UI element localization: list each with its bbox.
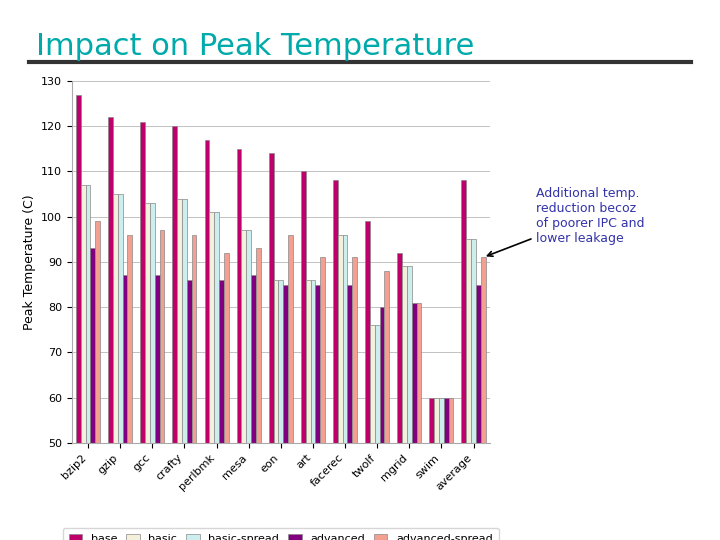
Bar [462, 180, 467, 540]
Bar [343, 235, 348, 540]
Bar [118, 194, 122, 540]
Bar [348, 285, 352, 540]
Bar [429, 397, 434, 540]
Bar [237, 149, 241, 540]
Bar [155, 275, 160, 540]
Bar [384, 271, 390, 540]
Bar [76, 94, 81, 540]
Bar [150, 203, 155, 540]
Bar [444, 397, 449, 540]
Bar [113, 194, 118, 540]
Bar [219, 280, 224, 540]
Bar [279, 280, 283, 540]
Legend: base, basic, basic-spread, advanced, advanced-spread: base, basic, basic-spread, advanced, adv… [63, 528, 498, 540]
Text: Impact on Peak Temperature: Impact on Peak Temperature [36, 32, 474, 62]
Bar [186, 280, 192, 540]
Bar [204, 140, 210, 540]
Bar [214, 212, 219, 540]
Bar [434, 397, 439, 540]
Y-axis label: Peak Temperature (C): Peak Temperature (C) [22, 194, 35, 330]
Bar [224, 253, 229, 540]
Bar [370, 325, 375, 540]
Bar [251, 275, 256, 540]
Bar [160, 230, 164, 540]
Bar [81, 185, 86, 540]
Bar [310, 280, 315, 540]
Bar [140, 122, 145, 540]
Bar [471, 239, 476, 540]
Bar [481, 258, 485, 540]
Bar [192, 235, 197, 540]
Bar [449, 397, 454, 540]
Bar [467, 239, 471, 540]
Bar [241, 230, 246, 540]
Bar [412, 302, 417, 540]
Bar [320, 258, 325, 540]
Bar [95, 221, 100, 540]
Bar [274, 280, 279, 540]
Bar [417, 302, 421, 540]
Bar [256, 248, 261, 540]
Bar [338, 235, 343, 540]
Bar [283, 285, 288, 540]
Bar [86, 185, 91, 540]
Bar [145, 203, 150, 540]
Bar [407, 266, 412, 540]
Text: Additional temp.
reduction becoz
of poorer IPC and
lower leakage: Additional temp. reduction becoz of poor… [487, 187, 645, 256]
Bar [269, 153, 274, 540]
Bar [301, 172, 306, 540]
Bar [127, 235, 132, 540]
Bar [375, 325, 379, 540]
Bar [315, 285, 320, 540]
Bar [365, 221, 370, 540]
Bar [397, 253, 402, 540]
Bar [108, 117, 113, 540]
Bar [182, 199, 187, 540]
Bar [91, 248, 95, 540]
Bar [333, 180, 338, 540]
Bar [476, 285, 481, 540]
Bar [306, 280, 310, 540]
Bar [379, 307, 384, 540]
Bar [402, 266, 407, 540]
Bar [352, 258, 357, 540]
Bar [210, 212, 214, 540]
Bar [288, 235, 293, 540]
Bar [177, 199, 182, 540]
Bar [172, 126, 177, 540]
Bar [246, 230, 251, 540]
Bar [122, 275, 127, 540]
Bar [439, 397, 444, 540]
